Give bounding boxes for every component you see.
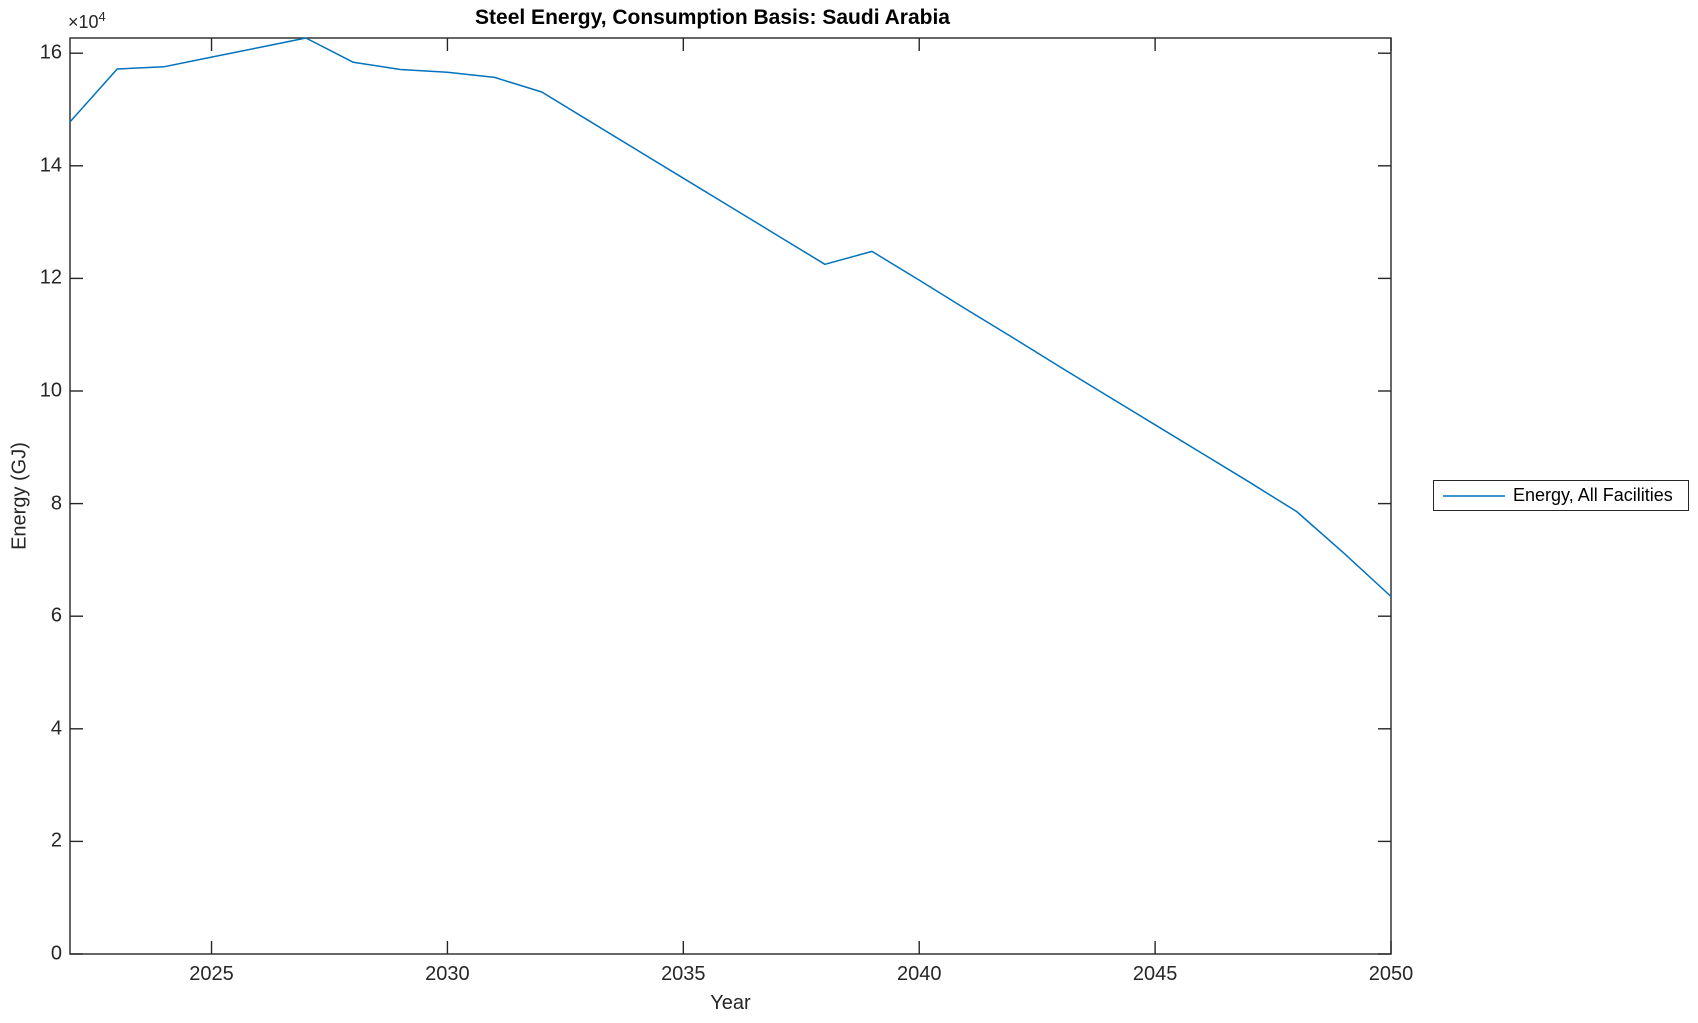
y-axis-exponent-power: 4 — [98, 9, 106, 24]
legend: Energy, All Facilities — [1433, 480, 1689, 511]
legend-entry-label: Energy, All Facilities — [1513, 485, 1673, 505]
y-tick-label: 8 — [50, 492, 62, 515]
data-line — [69, 37, 1392, 598]
y-tick-label: 12 — [39, 266, 62, 289]
y-tick-label: 6 — [50, 604, 62, 627]
chart-title: Steel Energy, Consumption Basis: Saudi A… — [475, 6, 950, 29]
x-tick-label: 2050 — [1368, 963, 1414, 985]
y-tick-label: 0 — [50, 942, 62, 965]
x-tick-label: 2035 — [661, 963, 706, 985]
y-tick-label: 4 — [50, 717, 62, 740]
y-tick-label: 16 — [39, 41, 62, 64]
x-axis-label: Year — [710, 992, 751, 1014]
y-tick-label: 10 — [39, 379, 62, 402]
plot-box — [69, 37, 1392, 955]
y-tick-label: 14 — [39, 154, 62, 177]
y-axis-exponent-label: ×104 — [68, 9, 106, 33]
x-tick-label: 2030 — [425, 963, 470, 985]
y-axis-exponent-base: ×10 — [68, 12, 99, 32]
y-tick-label: 2 — [50, 829, 62, 852]
x-tick-label: 2025 — [189, 963, 234, 985]
legend-line-sample — [1443, 494, 1505, 497]
x-tick-label: 2040 — [896, 963, 942, 985]
x-tick-label: 2045 — [1132, 963, 1178, 985]
